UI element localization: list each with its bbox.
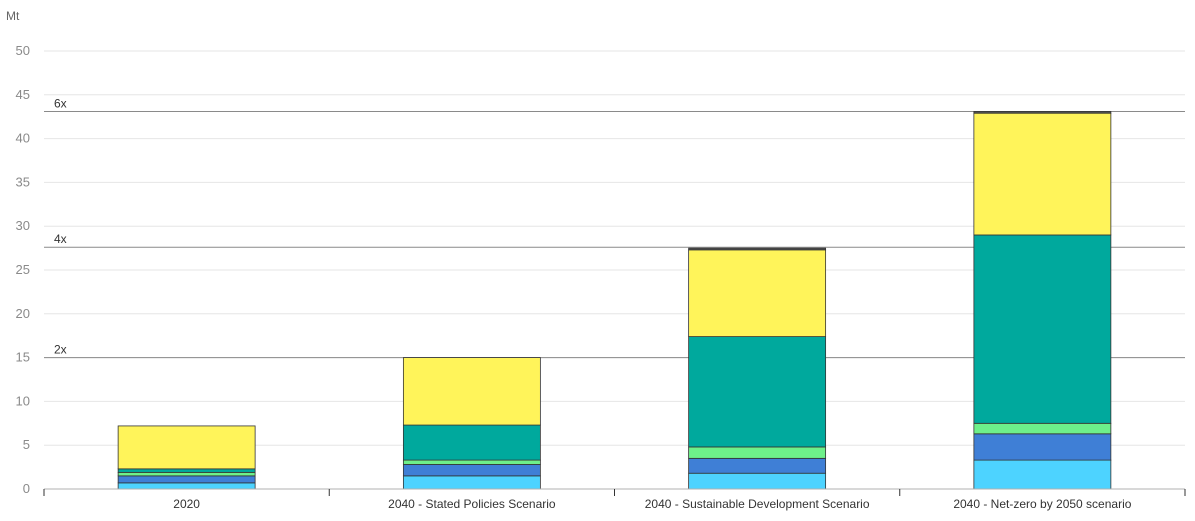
- bars: [117, 111, 1112, 490]
- y-tick-label: 25: [16, 262, 30, 277]
- axis-labels: 0 5 10 15 20 25 30 35 40 45 50 2020 2040 - Stated Po…: [16, 43, 1132, 511]
- y-tick-label: 50: [16, 43, 30, 58]
- bar-segment: [402, 459, 541, 465]
- bar-segment: [402, 475, 541, 490]
- y-tick-label: 10: [16, 393, 30, 408]
- x-axis: [43, 488, 1186, 496]
- bar-segment: [688, 472, 827, 490]
- bar-segment: [973, 459, 1112, 490]
- bar-segment: [688, 457, 827, 474]
- bar-segment: [117, 468, 256, 473]
- reference-line-label: 6x: [54, 96, 67, 110]
- bar-segment: [973, 422, 1112, 435]
- y-tick-label: 15: [16, 350, 30, 365]
- bar-segment: [688, 336, 827, 448]
- bar-segment: [688, 446, 827, 459]
- x-tick-label: 2040 - Sustainable Development Scenario: [645, 497, 870, 511]
- bar-segment: [117, 471, 256, 477]
- bar-segment: [973, 112, 1112, 236]
- bar-segment: [688, 247, 827, 251]
- y-tick-label: 5: [23, 437, 30, 452]
- bar-segment: [402, 357, 541, 426]
- y-tick-label: 30: [16, 218, 30, 233]
- bar-segment: [973, 433, 1112, 461]
- bar-segment: [117, 482, 256, 490]
- bar-segment: [117, 475, 256, 484]
- x-tick-label: 2040 - Net-zero by 2050 scenario: [953, 497, 1131, 511]
- y-tick-label: 40: [16, 131, 30, 146]
- bar-segment: [973, 234, 1112, 424]
- y-tick-label: 45: [16, 87, 30, 102]
- x-tick-label: 2040 - Stated Policies Scenario: [388, 497, 556, 511]
- y-tick-label: 35: [16, 174, 30, 189]
- y-axis-unit-label: Mt: [6, 9, 20, 23]
- x-tick-label: 2020: [173, 497, 200, 511]
- y-tick-label: 0: [23, 481, 30, 496]
- bar-segment: [117, 425, 256, 470]
- bar-segment: [688, 249, 827, 337]
- bar-segment: [402, 424, 541, 461]
- y-tick-label: 20: [16, 306, 30, 321]
- bar-segment: [973, 111, 1112, 114]
- reference-line-label: 4x: [54, 232, 67, 246]
- bar-segment: [402, 464, 541, 477]
- reference-line-label: 2x: [54, 343, 67, 357]
